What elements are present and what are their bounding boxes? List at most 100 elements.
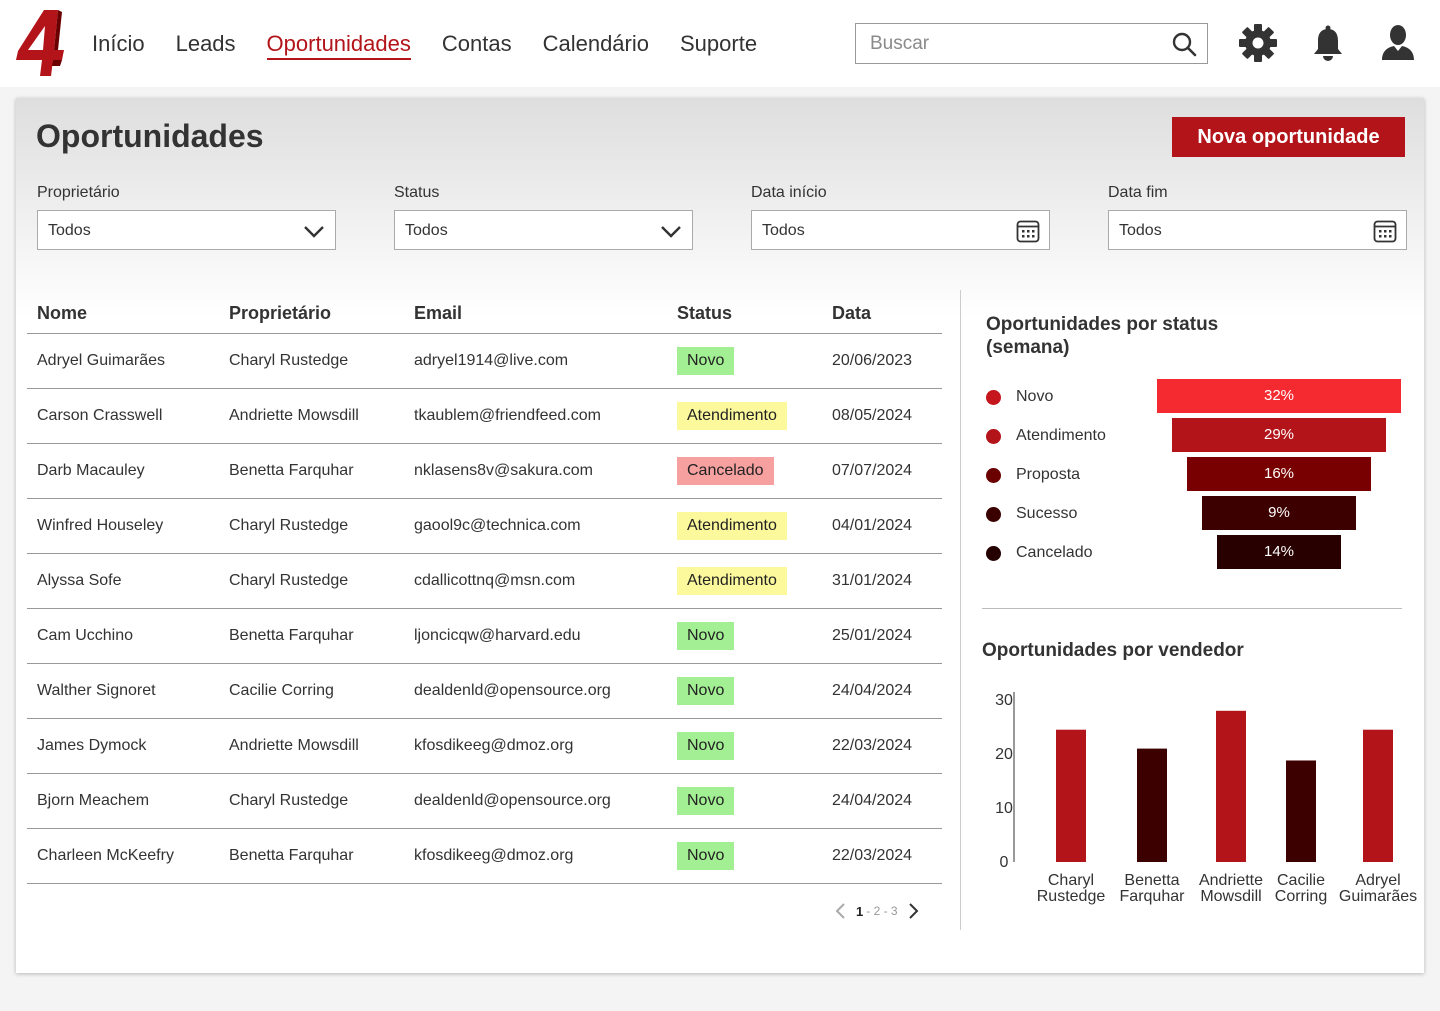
seller-bar-adryel-guimaraes[interactable]	[1363, 729, 1393, 862]
legend-label: Cancelado	[1016, 544, 1093, 561]
chevron-right-icon[interactable]	[908, 902, 920, 920]
status-badge: Novo	[677, 346, 735, 375]
status-bar-atendimento[interactable]: 29%	[1172, 418, 1386, 452]
brand-logo[interactable]	[14, 8, 70, 78]
seller-bar-andriette-mowsdill[interactable]	[1216, 710, 1246, 862]
chevron-left-icon[interactable]	[834, 902, 846, 920]
horizontal-divider	[982, 608, 1402, 609]
legend-label: Novo	[1016, 388, 1054, 405]
nav-item-calendario[interactable]: Calendário	[542, 31, 649, 56]
seller-bar-chart: 0 10 20 30 Charyl Rustedge Benetta Farquhar Andr…	[995, 692, 1417, 905]
cell-owner: Charyl Rustedge	[219, 773, 404, 829]
seller-bar-benetta-farquhar[interactable]	[1137, 748, 1167, 862]
cell-date: 04/01/2024	[822, 498, 942, 554]
cell-status: Novo	[667, 663, 822, 719]
cell-status: Novo	[667, 608, 822, 664]
table-row[interactable]: Winfred Houseley Charyl Rustedge gaool9c@t…	[27, 498, 942, 554]
cell-owner: Cacilie Corring	[219, 663, 404, 719]
bell-icon[interactable]	[1307, 22, 1349, 64]
search-input[interactable]	[856, 24, 1156, 63]
chevron-down-icon[interactable]	[301, 218, 327, 244]
table-row[interactable]: Charleen McKeefry Benetta Farquhar kfosdik…	[27, 828, 942, 884]
status-bar-novo[interactable]: 32%	[1157, 379, 1401, 413]
cell-name: Walther Signoret	[27, 663, 219, 719]
column-header-email[interactable]: Email	[404, 290, 667, 334]
filter-label: Proprietário	[37, 184, 120, 201]
column-header-nome[interactable]: Nome	[27, 290, 219, 334]
column-header-status[interactable]: Status	[667, 290, 822, 334]
page-current[interactable]: 1	[856, 903, 864, 919]
cell-email: nklasens8v@sakura.com	[404, 443, 667, 499]
cell-date: 22/03/2024	[822, 828, 942, 884]
legend-label: Proposta	[1016, 466, 1081, 483]
cell-owner: Charyl Rustedge	[219, 333, 404, 389]
cell-name: Charleen McKeefry	[27, 828, 219, 884]
cell-name: Winfred Houseley	[27, 498, 219, 554]
x-tick-label: Charyl Rustedge	[1037, 872, 1106, 905]
pagination: 1 - 2 - 3	[834, 902, 920, 920]
filter-status: Status Todos	[394, 184, 693, 250]
chevron-down-icon[interactable]	[658, 218, 684, 244]
cell-owner: Benetta Farquhar	[219, 828, 404, 884]
nav-item-suporte[interactable]: Suporte	[680, 31, 758, 56]
page-others[interactable]: - 2 - 3	[866, 904, 898, 918]
filter-select[interactable]: Todos	[37, 210, 336, 250]
column-header-proprietario[interactable]: Proprietário	[219, 290, 404, 334]
filter-date-input[interactable]: Todos	[1108, 210, 1407, 250]
status-badge: Atendimento	[677, 566, 787, 595]
seller-bar-cacilie-corring[interactable]	[1286, 760, 1316, 862]
table-row[interactable]: Adryel Guimarães Charyl Rustedge adryel191…	[27, 333, 942, 389]
cell-owner: Andriette Mowsdill	[219, 718, 404, 774]
table-row[interactable]: Darb Macauley Benetta Farquhar nklasens8v@…	[27, 443, 942, 499]
user-avatar-icon[interactable]	[1377, 22, 1419, 64]
search-icon[interactable]	[1171, 31, 1197, 57]
status-bar-sucesso[interactable]: 9%	[1202, 496, 1356, 530]
cell-date: 24/04/2024	[822, 773, 942, 829]
table-row[interactable]: Carson Crasswell Andriette Mowsdill tkaubl…	[27, 388, 942, 444]
filter-value: Todos	[1119, 222, 1162, 239]
nav-item-contas[interactable]: Contas	[441, 31, 512, 56]
cell-name: Bjorn Meachem	[27, 773, 219, 829]
gear-icon[interactable]	[1237, 22, 1279, 64]
calendar-icon[interactable]	[1015, 218, 1041, 244]
top-navigation-bar: Início Leads Oportunidades Contas Calendário…	[0, 0, 1440, 87]
nav-item-leads[interactable]: Leads	[175, 31, 236, 56]
legend-label: Sucesso	[1016, 505, 1078, 522]
opportunities-table: Nome Proprietário Email Status Data Adryel G…	[27, 290, 942, 884]
new-opportunity-button[interactable]: Nova oportunidade	[1172, 117, 1405, 157]
table-row[interactable]: Cam Ucchino Benetta Farquhar ljoncicqw@har…	[27, 608, 942, 664]
cell-date: 20/06/2023	[822, 333, 942, 389]
cell-status: Cancelado	[667, 443, 822, 499]
filter-select[interactable]: Todos	[394, 210, 693, 250]
table-row[interactable]: Alyssa Sofe Charyl Rustedge cdallicottnq@m…	[27, 553, 942, 609]
nav-item-inicio[interactable]: Início	[92, 31, 145, 56]
cell-email: adryel1914@live.com	[404, 333, 667, 389]
x-tick-label: Andriette Mowsdill	[1199, 872, 1263, 905]
table-row[interactable]: Walther Signoret Cacilie Corring dealdenld…	[27, 663, 942, 719]
cell-email: ljoncicqw@harvard.edu	[404, 608, 667, 664]
status-bar-proposta[interactable]: 16%	[1187, 457, 1371, 491]
cell-email: dealdenld@opensource.org	[404, 773, 667, 829]
table-row[interactable]: James Dymock Andriette Mowsdill kfosdikeeg…	[27, 718, 942, 774]
seller-chart-title: Oportunidades por vendedor	[982, 640, 1244, 661]
status-chart-title: Oportunidades por status (semana)	[986, 314, 1219, 358]
filter-label: Status	[394, 184, 440, 201]
cell-name: Carson Crasswell	[27, 388, 219, 444]
cell-name: Alyssa Sofe	[27, 553, 219, 609]
y-tick-label: 10	[995, 800, 1013, 817]
calendar-icon[interactable]	[1372, 218, 1398, 244]
table-row[interactable]: Bjorn Meachem Charyl Rustedge dealdenld@op…	[27, 773, 942, 829]
seller-bar-charyl-rustedge[interactable]	[1056, 729, 1086, 862]
column-header-data[interactable]: Data	[822, 290, 942, 334]
status-badge: Atendimento	[677, 511, 787, 540]
status-bar-cancelado[interactable]: 14%	[1217, 535, 1341, 569]
cell-date: 24/04/2024	[822, 663, 942, 719]
x-tick-label: Adryel Guimarães	[1339, 872, 1417, 905]
status-badge: Novo	[677, 841, 735, 870]
status-badge: Novo	[677, 621, 735, 650]
cell-status: Atendimento	[667, 553, 822, 609]
cell-owner: Andriette Mowsdill	[219, 388, 404, 444]
nav-item-oportunidades[interactable]: Oportunidades	[266, 30, 411, 60]
cell-status: Atendimento	[667, 388, 822, 444]
filter-date-input[interactable]: Todos	[751, 210, 1050, 250]
